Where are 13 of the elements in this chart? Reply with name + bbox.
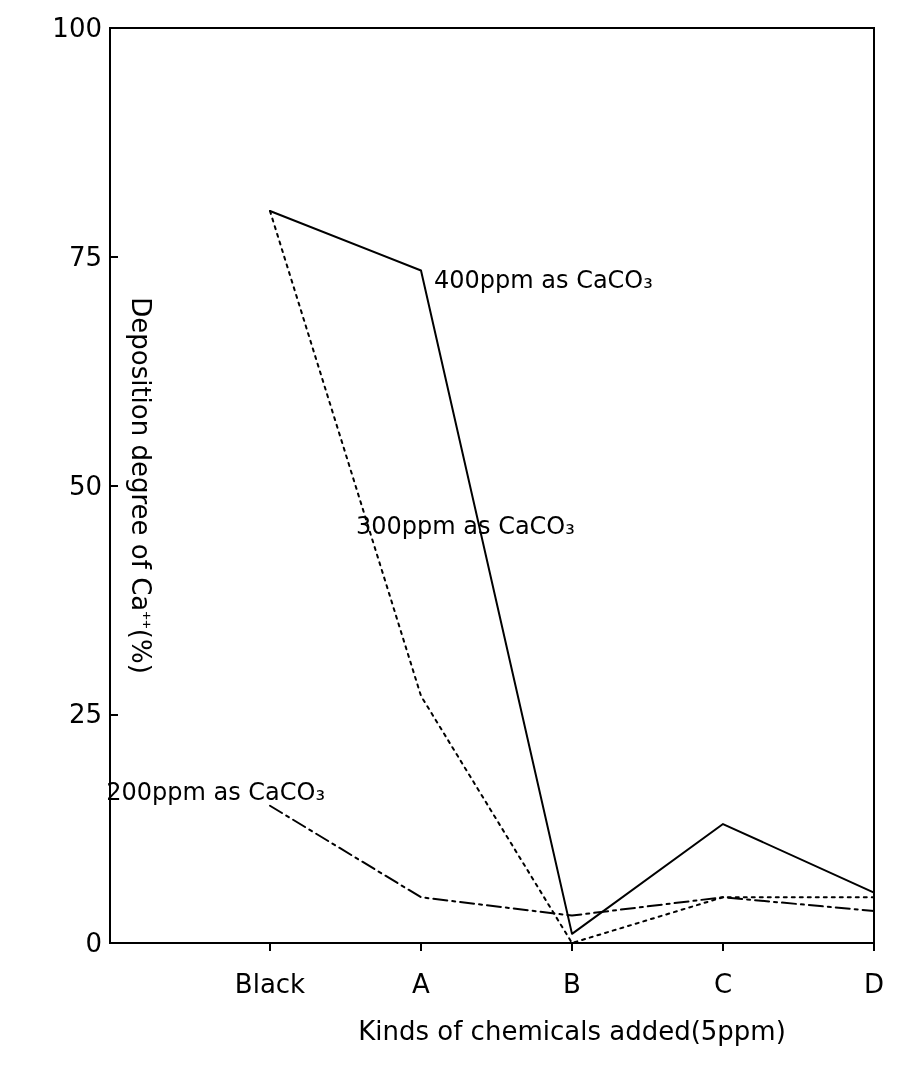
- x-axis-title: Kinds of chemicals added(5ppm): [358, 1016, 786, 1046]
- x-tick-label: A: [412, 969, 431, 999]
- y-axis-title: Deposition degree of Ca++(%): [125, 297, 156, 674]
- y-tick-label: 0: [85, 928, 102, 958]
- x-tick-label: D: [863, 969, 885, 999]
- x-tick-label: Black: [234, 969, 306, 999]
- y-tick-label: 50: [68, 470, 102, 501]
- x-tick-label: B: [563, 969, 581, 999]
- y-tick-label: 75: [68, 241, 102, 272]
- series-label: 400ppm as CaCO₃: [434, 266, 653, 295]
- x-tick-label: C: [713, 969, 733, 999]
- y-tick-label: 100: [52, 13, 102, 43]
- y-tick-label: 25: [68, 699, 102, 730]
